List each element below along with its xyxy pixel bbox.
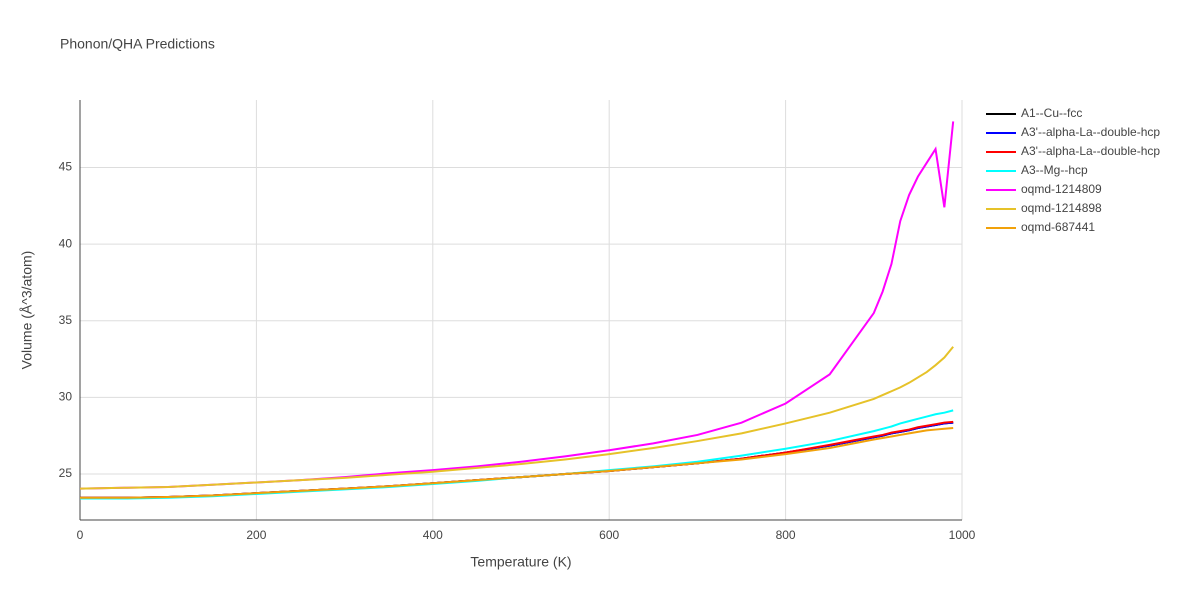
series-line [80,420,954,499]
y-tick-label: 30 [59,390,73,404]
legend: A1--Cu--fcc A3'--alpha-La--double-hcp A3'-… [986,106,1160,234]
grid: 0 200 400 600 800 1000 25 30 35 40 45 [59,100,976,542]
chart-title: Phonon/QHA Predictions [60,36,215,52]
series-line [79,121,955,490]
x-tick-label: 600 [599,528,619,542]
legend-label: A3'--alpha-La--double-hcp [1021,144,1160,158]
x-tick-label: 1000 [949,528,976,542]
y-tick-label: 40 [59,236,73,250]
x-tick-label: 200 [246,528,266,542]
y-tick-label: 25 [59,466,73,480]
legend-label: A1--Cu--fcc [1021,106,1082,120]
series-line [80,421,954,499]
series-line [80,421,954,499]
series-line [80,427,954,499]
y-tick-label: 35 [59,313,73,327]
series-line [79,346,954,490]
x-tick-label: 800 [776,528,796,542]
legend-label: A3'--alpha-La--double-hcp [1021,125,1160,139]
legend-label: oqmd-1214809 [1021,182,1102,196]
x-tick-label: 0 [77,528,84,542]
plot-area [79,121,955,500]
x-axis-title: Temperature (K) [470,554,571,570]
legend-label: oqmd-1214898 [1021,201,1102,215]
y-axis-title: Volume (Å^3/atom) [19,251,35,370]
x-tick-label: 400 [423,528,443,542]
legend-label: A3--Mg--hcp [1021,163,1088,177]
y-tick-label: 45 [59,160,73,174]
legend-label: oqmd-687441 [1021,220,1095,234]
